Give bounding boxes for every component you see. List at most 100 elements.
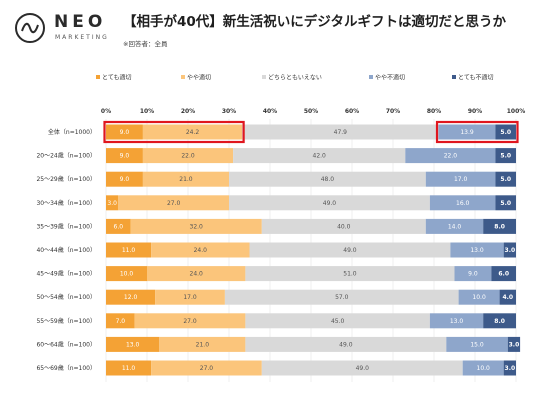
- bar-segment: [429, 195, 496, 211]
- bar-segment: [462, 360, 504, 376]
- data-label: 5.0: [500, 153, 511, 160]
- data-label: 13.0: [126, 341, 140, 348]
- respondent-note: ※回答者：全員: [123, 40, 168, 48]
- bar-segment: [242, 124, 439, 140]
- data-label: 11.0: [122, 247, 136, 254]
- data-label: 3.0: [505, 365, 516, 372]
- data-label: 15.0: [470, 341, 484, 348]
- x-tick-label: 100%: [507, 108, 526, 115]
- x-tick-label: 50%: [304, 108, 318, 115]
- data-label: 10.0: [477, 365, 491, 372]
- neo-marketing-logo: NEO MARKETING: [14, 10, 164, 50]
- data-label: 17.0: [183, 294, 197, 301]
- category-label: 45～49歳（n=100）: [36, 270, 96, 278]
- data-label: 4.0: [502, 294, 513, 301]
- bar-segment: [233, 148, 406, 164]
- bar-segment: [261, 218, 426, 234]
- data-label: 27.0: [200, 365, 214, 372]
- x-tick-label: 0%: [101, 108, 111, 115]
- bar-segment: [147, 266, 246, 282]
- bar-segment: [106, 313, 135, 329]
- data-label: 5.0: [500, 200, 511, 207]
- data-label: 14.0: [448, 223, 462, 230]
- data-label: 24.2: [186, 129, 200, 136]
- bar-segment: [142, 171, 229, 187]
- legend-label: どちらともいえない: [268, 74, 322, 82]
- data-label: 3.0: [509, 341, 520, 348]
- x-tick-label: 10%: [140, 108, 154, 115]
- bar-segment: [106, 148, 143, 164]
- bar-segment: [446, 336, 508, 352]
- bar-segment: [151, 360, 262, 376]
- data-label: 49.0: [356, 365, 370, 372]
- category-label: 40～44歳（n=100）: [36, 246, 96, 254]
- data-label: 10.0: [472, 294, 486, 301]
- legend-label: とても適切: [102, 74, 132, 82]
- data-label: 47.9: [334, 129, 348, 136]
- x-tick-label: 30%: [222, 108, 236, 115]
- x-tick-label: 40%: [263, 108, 277, 115]
- x-tick-label: 60%: [345, 108, 359, 115]
- bar-segment: [106, 195, 119, 211]
- bar-segment: [229, 171, 426, 187]
- bar-segment: [450, 242, 504, 258]
- bar-segment: [245, 266, 455, 282]
- logo-subtitle: MARKETING: [55, 34, 109, 41]
- bar-segment: [134, 313, 246, 329]
- data-label: 17.0: [454, 176, 468, 183]
- bar-segment: [142, 148, 234, 164]
- bar-segment: [425, 218, 484, 234]
- logo-name: NEO: [54, 12, 107, 32]
- data-label: 5.0: [500, 176, 511, 183]
- x-tick-label: 20%: [181, 108, 195, 115]
- bar-segment: [499, 289, 516, 305]
- bar-segment: [142, 124, 243, 140]
- bar-segment: [454, 266, 492, 282]
- data-label: 13.9: [460, 129, 474, 136]
- legend-swatch: [452, 75, 456, 79]
- data-label: 27.0: [167, 200, 181, 207]
- category-label: 全体（n=1000）: [48, 128, 96, 136]
- category-label: 30～34歳（n=100）: [36, 199, 96, 207]
- bar-segment: [106, 242, 152, 258]
- bar-segment: [491, 266, 516, 282]
- legend-label: やや適切: [187, 74, 211, 82]
- data-label: 22.0: [444, 153, 458, 160]
- page-title: 【相手が40代】新生活祝いにデジタルギフトは適切だと思うか: [123, 14, 507, 30]
- category-label: 20～24歳（n=100）: [36, 152, 96, 160]
- bar-segment: [495, 124, 516, 140]
- data-label: 27.0: [183, 318, 197, 325]
- bar-segment: [106, 218, 131, 234]
- legend-label: とても不適切: [458, 74, 494, 82]
- bar-segment: [155, 289, 225, 305]
- legend-swatch: [181, 75, 185, 79]
- bar-segment: [495, 148, 516, 164]
- data-label: 7.0: [116, 318, 126, 325]
- legend-swatch: [369, 75, 373, 79]
- bar-segment: [106, 171, 143, 187]
- data-label: 21.0: [196, 341, 210, 348]
- data-label: 57.0: [335, 294, 349, 301]
- category-label: 60～64歳（n=100）: [36, 340, 96, 348]
- category-label: 65～69歳（n=100）: [36, 364, 96, 372]
- bar-segment: [425, 171, 496, 187]
- data-label: 49.0: [339, 341, 353, 348]
- bar-segment: [106, 360, 152, 376]
- bar-segment: [118, 195, 229, 211]
- data-label: 49.0: [343, 247, 357, 254]
- data-label: 24.0: [190, 271, 204, 278]
- data-label: 10.0: [120, 271, 134, 278]
- data-label: 6.0: [498, 271, 509, 278]
- data-label: 49.0: [323, 200, 337, 207]
- category-label: 25～29歳（n=100）: [36, 175, 96, 183]
- data-label: 16.0: [456, 200, 470, 207]
- data-label: 9.0: [120, 129, 130, 136]
- bar-segment: [106, 124, 143, 140]
- logo-circle-icon: [15, 13, 45, 43]
- bar-segment: [483, 313, 516, 329]
- data-label: 22.0: [181, 153, 195, 160]
- bar-segment: [106, 336, 160, 352]
- bar-segment: [495, 171, 516, 187]
- data-label: 9.0: [120, 176, 130, 183]
